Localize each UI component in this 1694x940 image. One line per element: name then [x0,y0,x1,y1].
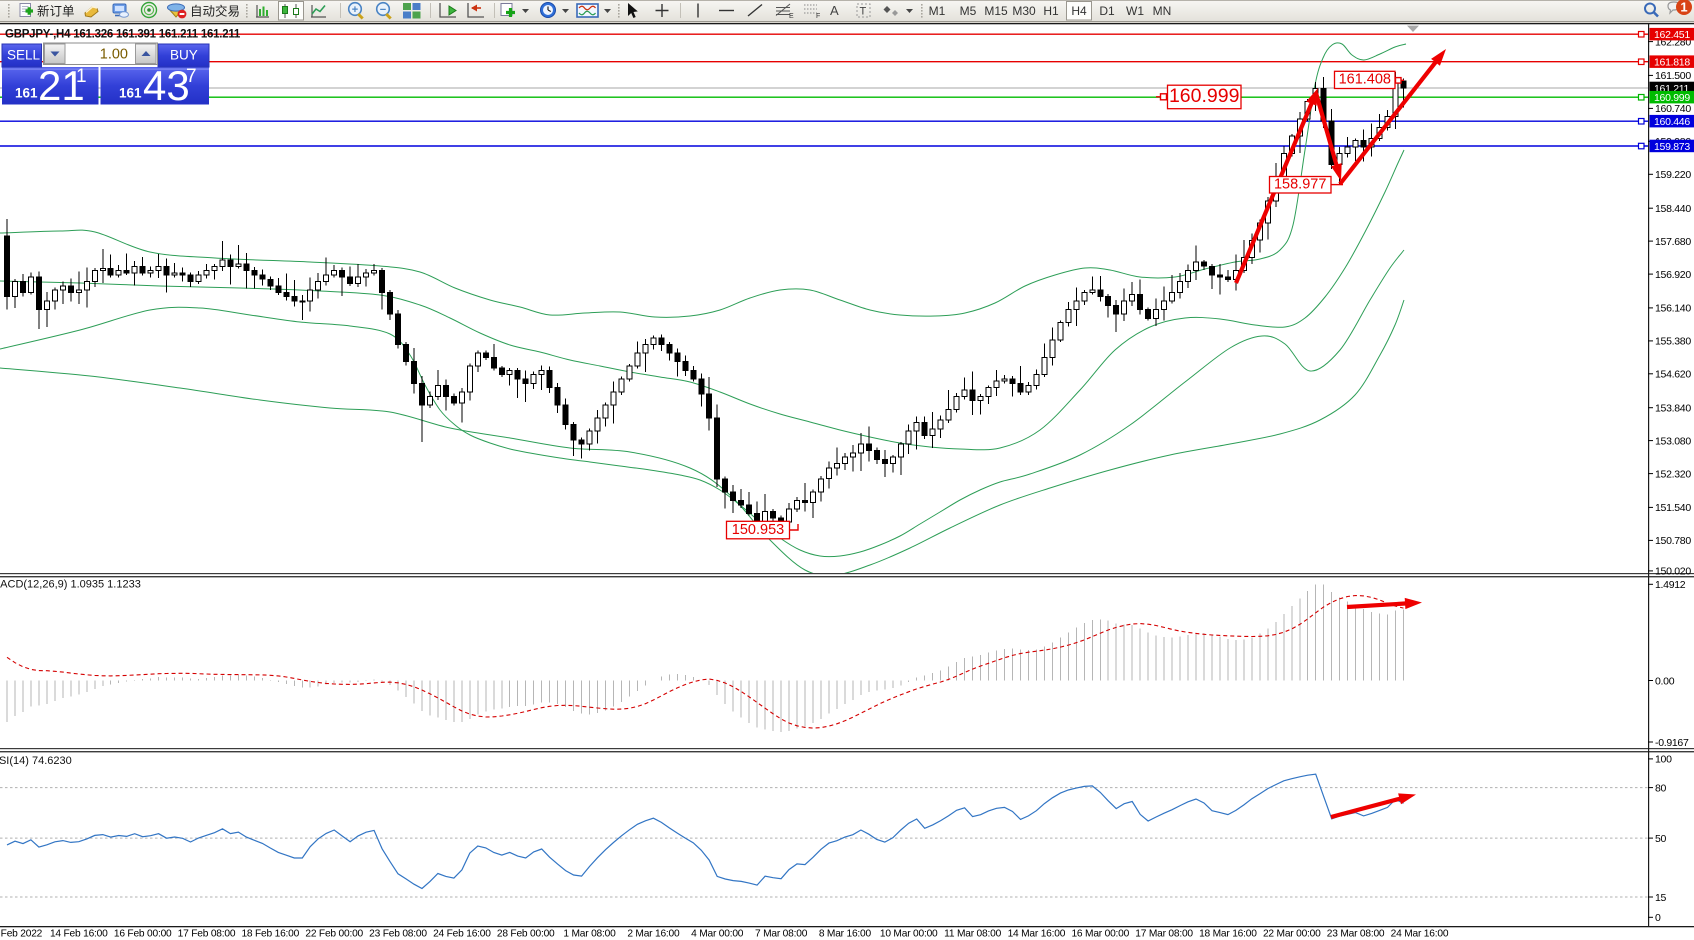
svg-text:SELL: SELL [7,48,41,63]
svg-text:RSI(14) 74.6230: RSI(14) 74.6230 [0,755,72,767]
svg-text:155.380: 155.380 [1655,336,1691,348]
svg-text:157.680: 157.680 [1655,236,1691,248]
svg-text:H1: H1 [1043,4,1059,18]
svg-text:-0.9167: -0.9167 [1655,737,1689,749]
svg-text:2 Mar 16:00: 2 Mar 16:00 [627,929,680,940]
svg-text:15: 15 [1655,892,1667,904]
svg-text:GBPJPY-,H4 161.326 161.391 161: GBPJPY-,H4 161.326 161.391 161.211 161.2… [5,29,241,41]
svg-text:28 Feb 00:00: 28 Feb 00:00 [497,929,555,940]
svg-text:−: − [380,4,386,16]
svg-text:24 Mar 16:00: 24 Mar 16:00 [1391,929,1449,940]
svg-text:0.00: 0.00 [1655,675,1675,687]
svg-text:MACD(12,26,9) 1.0935 1.1233: MACD(12,26,9) 1.0935 1.1233 [0,579,141,591]
svg-text:14 Feb 16:00: 14 Feb 16:00 [50,929,108,940]
svg-text:162.451: 162.451 [1654,29,1690,41]
svg-text:160.999: 160.999 [1654,92,1690,104]
svg-text:8 Mar 16:00: 8 Mar 16:00 [819,929,872,940]
svg-text:F: F [816,13,820,20]
svg-text:160.999: 160.999 [1169,85,1240,107]
svg-text:43: 43 [143,62,190,109]
svg-text:7 Mar 08:00: 7 Mar 08:00 [755,929,808,940]
svg-text:18 Feb 16:00: 18 Feb 16:00 [241,929,299,940]
svg-text:23 Feb 08:00: 23 Feb 08:00 [369,929,427,940]
svg-text:10 Mar 00:00: 10 Mar 00:00 [880,929,938,940]
svg-text:M1: M1 [929,4,946,18]
svg-text:161.500: 161.500 [1655,70,1691,82]
svg-text:11 Mar 08:00: 11 Mar 08:00 [944,929,1001,940]
svg-text:161: 161 [119,86,142,101]
svg-text:158.440: 158.440 [1655,203,1691,215]
svg-text:A: A [830,3,839,18]
svg-text:T: T [860,6,867,18]
svg-text:M5: M5 [960,4,977,18]
svg-text:150.780: 150.780 [1655,535,1691,547]
svg-text:D1: D1 [1099,4,1115,18]
svg-text:17 Mar 08:00: 17 Mar 08:00 [1135,929,1193,940]
svg-text:H4: H4 [1071,4,1087,18]
svg-text:161.408: 161.408 [1339,72,1391,88]
svg-text:BUY: BUY [170,48,198,63]
svg-text:159.873: 159.873 [1654,141,1690,153]
svg-text:M30: M30 [1012,4,1036,18]
svg-text:新订单: 新订单 [37,4,75,19]
svg-text:17 Feb 08:00: 17 Feb 08:00 [178,929,236,940]
svg-text:W1: W1 [1126,4,1144,18]
svg-text:16 Feb 00:00: 16 Feb 00:00 [114,929,172,940]
svg-text:153.840: 153.840 [1655,403,1691,415]
svg-text:159.220: 159.220 [1655,169,1691,181]
svg-text:E: E [789,13,794,20]
svg-text:100: 100 [1655,754,1672,766]
svg-text:23 Mar 08:00: 23 Mar 08:00 [1327,929,1385,940]
svg-text:80: 80 [1655,782,1667,794]
svg-text:156.140: 156.140 [1655,303,1691,315]
svg-text:158.977: 158.977 [1274,176,1326,192]
svg-text:154.620: 154.620 [1655,369,1691,381]
svg-text:11 Feb 2022: 11 Feb 2022 [0,929,43,940]
svg-text:4 Mar 00:00: 4 Mar 00:00 [691,929,744,940]
svg-text:0: 0 [1655,912,1661,924]
svg-text:22 Mar 00:00: 22 Mar 00:00 [1263,929,1321,940]
svg-text:MN: MN [1153,4,1172,18]
svg-text:160.446: 160.446 [1654,116,1690,128]
svg-text:1: 1 [1680,0,1687,15]
svg-text:18 Mar 16:00: 18 Mar 16:00 [1199,929,1257,940]
svg-text:M15: M15 [984,4,1008,18]
svg-text:24 Feb 16:00: 24 Feb 16:00 [433,929,491,940]
svg-text:自动交易: 自动交易 [190,4,240,19]
svg-text:150.953: 150.953 [732,522,784,538]
svg-text:7: 7 [186,66,197,87]
svg-text:156.920: 156.920 [1655,269,1691,281]
svg-text:1 Mar 08:00: 1 Mar 08:00 [563,929,616,940]
svg-text:16 Mar 00:00: 16 Mar 00:00 [1071,929,1129,940]
svg-text:160.740: 160.740 [1655,103,1691,115]
svg-text:161: 161 [15,86,38,101]
svg-text:22 Feb 00:00: 22 Feb 00:00 [305,929,363,940]
svg-text:153.080: 153.080 [1655,435,1691,447]
svg-text:161.818: 161.818 [1654,57,1690,69]
svg-text:14 Mar 16:00: 14 Mar 16:00 [1008,929,1066,940]
svg-text:150.020: 150.020 [1655,566,1691,578]
svg-text:1.00: 1.00 [100,47,128,63]
svg-text:+: + [352,4,358,16]
svg-text:21: 21 [38,62,85,109]
svg-text:50: 50 [1655,833,1667,845]
svg-text:151.540: 151.540 [1655,502,1691,514]
svg-text:1: 1 [76,66,87,87]
svg-text:1.4912: 1.4912 [1655,579,1686,591]
svg-text:152.320: 152.320 [1655,468,1691,480]
